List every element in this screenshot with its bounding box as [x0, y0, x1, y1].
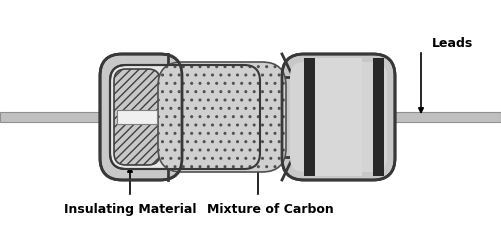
Bar: [252, 77, 258, 157]
Text: Insulating Material: Insulating Material: [64, 203, 196, 216]
Bar: [245, 77, 252, 157]
FancyBboxPatch shape: [282, 54, 395, 180]
FancyBboxPatch shape: [117, 110, 157, 124]
Bar: [211, 77, 216, 157]
Bar: [265, 77, 273, 157]
Bar: [229, 77, 245, 157]
Bar: [204, 77, 211, 157]
Bar: [196, 77, 204, 157]
Bar: [223, 77, 229, 157]
FancyBboxPatch shape: [110, 65, 260, 169]
Text: Mixture of Carbon: Mixture of Carbon: [206, 203, 333, 216]
Bar: [258, 77, 265, 157]
FancyBboxPatch shape: [345, 112, 501, 122]
Text: Leads: Leads: [432, 36, 473, 50]
FancyBboxPatch shape: [158, 62, 286, 172]
Bar: [315, 58, 362, 176]
FancyBboxPatch shape: [0, 112, 155, 122]
Bar: [373, 58, 384, 176]
Bar: [216, 77, 223, 157]
FancyBboxPatch shape: [100, 54, 182, 180]
Bar: [168, 77, 293, 157]
FancyBboxPatch shape: [114, 69, 160, 165]
FancyBboxPatch shape: [290, 62, 387, 172]
Bar: [304, 58, 315, 176]
